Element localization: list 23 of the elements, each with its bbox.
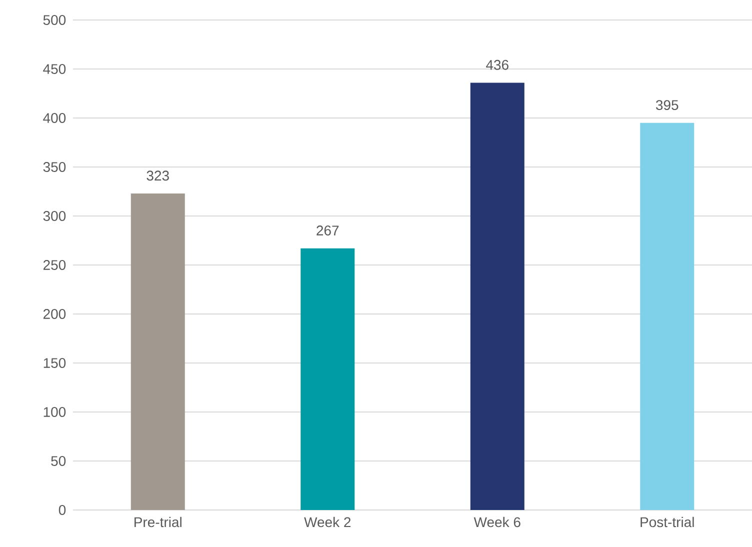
y-tick-label: 50 xyxy=(51,456,66,466)
x-tick-label: Week 6 xyxy=(474,516,520,528)
y-tick-label: 400 xyxy=(43,113,66,123)
data-label: 395 xyxy=(656,100,678,110)
y-tick-label: 150 xyxy=(44,358,66,368)
bar xyxy=(130,193,185,510)
data-label: 323 xyxy=(146,170,169,181)
x-tick-label: Week 2 xyxy=(304,516,351,528)
y-tick-label: 350 xyxy=(43,162,66,172)
y-tick-label: 0 xyxy=(58,505,66,515)
x-tick-label: Pre-trial xyxy=(134,516,182,528)
data-label: 267 xyxy=(316,226,339,236)
bar xyxy=(300,248,355,510)
y-tick-label: 500 xyxy=(43,15,66,25)
y-tick-label: 200 xyxy=(43,309,66,319)
y-tick-label: 100 xyxy=(44,407,66,417)
x-tick-label: Post-trial xyxy=(640,516,694,528)
data-label: 436 xyxy=(486,60,508,70)
y-tick-label: 450 xyxy=(43,64,66,74)
bar xyxy=(640,122,694,510)
y-tick-label: 300 xyxy=(43,211,66,221)
bar xyxy=(470,82,524,510)
y-tick-label: 250 xyxy=(43,260,66,270)
